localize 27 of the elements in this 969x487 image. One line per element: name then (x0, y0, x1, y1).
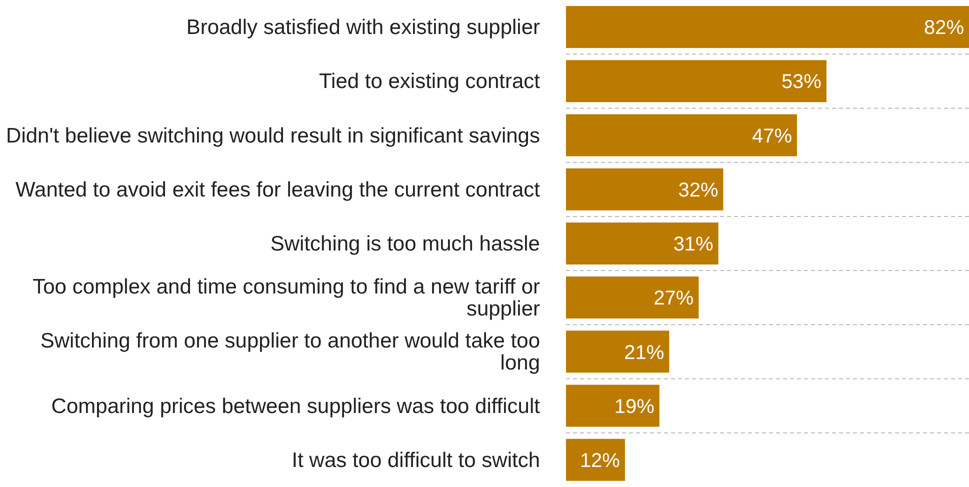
data-label: 12% (580, 450, 620, 472)
data-label: 53% (781, 71, 822, 94)
data-label: 21% (624, 342, 664, 364)
y-tick-label: Too complex and time consuming to find a new tariff or supplier (32, 275, 540, 320)
data-label: 19% (614, 396, 655, 418)
y-tick-label: Didn't believe switching would result in significant savings (6, 124, 540, 147)
y-tick-label: Wanted to avoid exit fees for leaving the current contract (16, 178, 540, 201)
y-tick-label: Tied to existing contract (319, 70, 540, 93)
bar (566, 222, 718, 264)
bar (566, 60, 826, 102)
bar (566, 330, 670, 373)
y-tick-label: Comparing prices between suppliers was too difficult (51, 394, 540, 418)
data-label: 27% (654, 288, 694, 310)
data-label: 32% (678, 179, 718, 202)
bar (566, 6, 969, 48)
y-tick-label: Switching is too much hassle (270, 232, 540, 255)
y-tick-label: It was too difficult to switch (292, 448, 540, 472)
data-label: 82% (924, 17, 964, 40)
bar (566, 114, 797, 156)
bar (566, 168, 724, 210)
bar (566, 438, 625, 481)
data-label: 31% (673, 234, 714, 256)
data-label: 47% (752, 125, 792, 148)
y-tick-label: Broadly satisfied with existing supplier (186, 16, 540, 39)
bar (566, 276, 699, 319)
y-tick-label: Switching from one supplier to another would take too long (40, 329, 540, 374)
bar (566, 384, 660, 427)
